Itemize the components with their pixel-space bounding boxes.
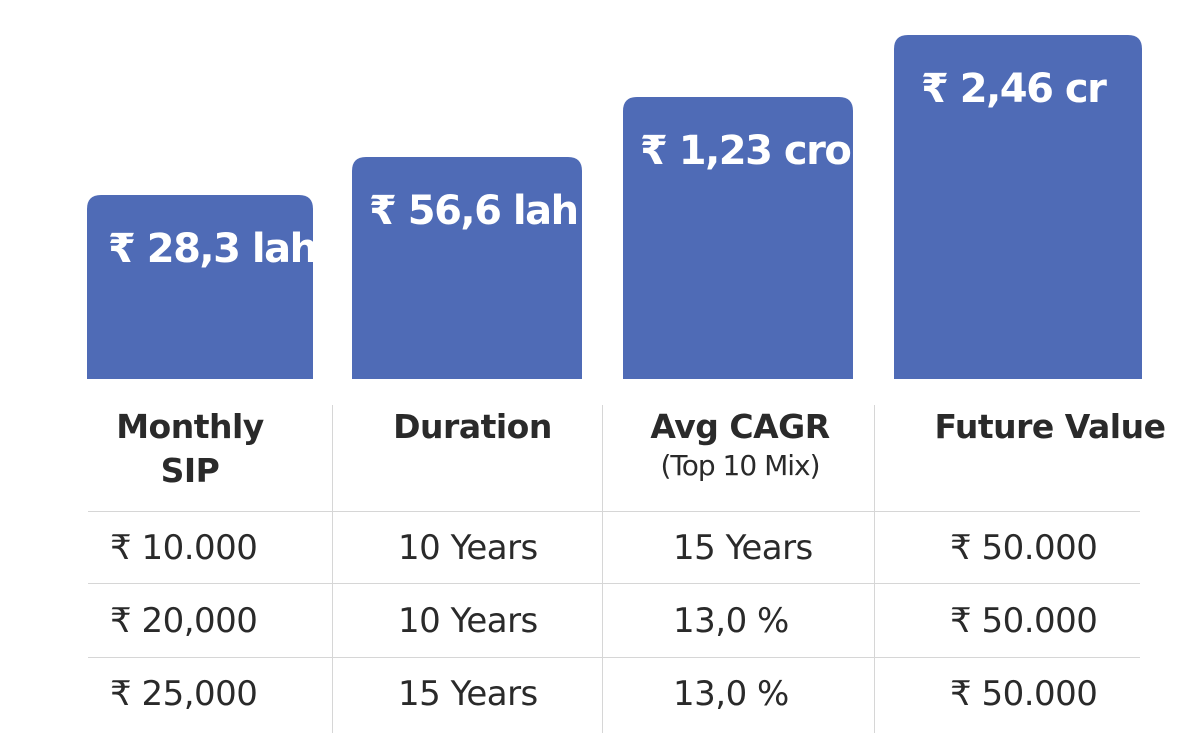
table-cell: ₹ 50.000	[950, 674, 1098, 714]
row-divider	[88, 583, 1140, 584]
table-cell: ₹ 50.000	[950, 601, 1098, 641]
bar-data-label: ₹ 28,3 lah	[108, 226, 317, 272]
column-divider	[602, 405, 603, 733]
table-cell: ₹ 50.000	[950, 528, 1098, 568]
column-divider	[874, 405, 875, 733]
header-line: SIP	[160, 451, 220, 490]
header-label: Avg CAGR	[650, 407, 830, 446]
bar-data-label: ₹ 2,46 cr	[921, 66, 1107, 112]
table-cell: ₹ 25,000	[110, 674, 258, 714]
table-cell: 15 Years	[673, 528, 813, 568]
table-cell: ₹ 10.000	[110, 528, 258, 568]
bar-data-label: ₹ 1,23 cro	[640, 128, 850, 174]
header-monthly-sip: Monthly SIP	[95, 405, 285, 493]
table-cell: ₹ 20,000	[110, 601, 258, 641]
table-cell: 13,0 %	[673, 601, 789, 641]
header-future-value: Future Value	[925, 405, 1175, 449]
column-divider	[332, 405, 333, 733]
table-cell: 10 Years	[398, 528, 538, 568]
header-sublabel: (Top 10 Mix)	[660, 449, 820, 482]
header-label: Future Value	[934, 407, 1167, 446]
bar-chart: ₹ 28,3 lah ₹ 56,6 lah ₹ 1,23 cro ₹ 2,46 cr	[87, 35, 1142, 379]
header-label: Monthly SIP	[95, 405, 285, 493]
header-avg-cagr: Avg CAGR (Top 10 Mix)	[620, 405, 860, 483]
row-divider	[88, 511, 1140, 512]
table-cell: 10 Years	[398, 601, 538, 641]
header-duration: Duration	[360, 405, 585, 449]
bar-avg-cagr	[623, 97, 853, 379]
bar-data-label: ₹ 56,6 lah	[369, 188, 578, 234]
row-divider	[88, 657, 1140, 658]
header-line: Monthly	[116, 407, 264, 446]
header-label: Duration	[393, 407, 552, 446]
table-cell: 13,0 %	[673, 674, 789, 714]
data-table	[88, 405, 1140, 733]
bar-future-value	[894, 35, 1142, 379]
table-cell: 15 Years	[398, 674, 538, 714]
bar-duration	[352, 157, 582, 379]
bar-monthly-sip	[87, 195, 313, 379]
